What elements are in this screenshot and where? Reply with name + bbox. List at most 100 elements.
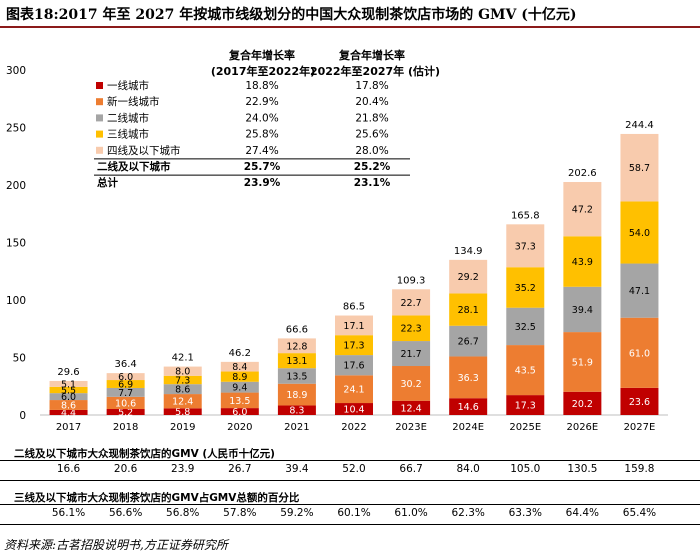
segment-data-label: 6.9 xyxy=(118,380,133,391)
table-cell: 159.8 xyxy=(624,463,655,475)
bar-segment-5 xyxy=(49,380,88,387)
segment-data-label: 13.1 xyxy=(286,356,307,367)
segment-data-label: 28.1 xyxy=(458,305,479,316)
segment-data-label: 37.3 xyxy=(515,241,536,252)
segment-data-label: 8.4 xyxy=(232,362,247,373)
segment-data-label: 51.9 xyxy=(572,357,593,368)
legend-label: 四线及以下城市 xyxy=(107,144,181,157)
bar-segment-3 xyxy=(106,387,145,397)
table-cell: 16.6 xyxy=(56,463,81,475)
segment-data-label: 22.3 xyxy=(401,324,422,335)
total-data-label: 46.2 xyxy=(229,348,251,359)
cagr-2022-2027-value: 17.8% xyxy=(355,80,388,92)
segment-data-label: 23.6 xyxy=(629,397,650,408)
y-tick-label: 150 xyxy=(6,238,26,250)
cagr-2022-2027-value: 23.1% xyxy=(354,177,391,189)
bar-segment-5 xyxy=(392,289,431,316)
total-data-label: 29.6 xyxy=(57,367,79,378)
title-divider xyxy=(0,26,700,28)
segment-data-label: 10.6 xyxy=(115,398,136,409)
segment-data-label: 39.4 xyxy=(572,305,593,316)
bar-segment-4 xyxy=(106,380,145,388)
table-cell: 20.6 xyxy=(113,463,138,475)
segment-data-label: 58.7 xyxy=(629,163,650,174)
bar-segment-1 xyxy=(220,408,259,415)
segment-data-label: 6.0 xyxy=(232,407,247,418)
legend-swatch xyxy=(96,146,103,154)
segment-data-label: 43.9 xyxy=(572,257,593,268)
bar-segment-1 xyxy=(106,409,145,415)
cagr-header-1-line2: (2017年至2022年) xyxy=(210,65,316,78)
segment-data-label: 30.2 xyxy=(401,379,422,390)
bar-segment-2 xyxy=(106,396,145,410)
table-cell: 57.8% xyxy=(223,507,257,519)
x-tick-label: 2019 xyxy=(170,422,195,433)
segment-data-label: 12.4 xyxy=(172,397,193,408)
gmv-table-divider-bottom xyxy=(0,480,700,481)
share-table-title: 三线及以下城市大众现制茶饮店的GMV占GMV总额的百分比 xyxy=(14,492,300,504)
table-cell: 56.6% xyxy=(108,507,143,519)
bar-segment-5 xyxy=(163,366,202,376)
bar-segment-2 xyxy=(335,375,373,404)
segment-data-label: 6.0 xyxy=(118,372,133,383)
bar-segment-3 xyxy=(220,381,259,393)
table-cell: 64.4% xyxy=(565,507,600,519)
table-cell: 61.0% xyxy=(394,507,428,519)
x-tick-label: 2022 xyxy=(341,422,366,433)
bar-segment-3 xyxy=(277,368,316,384)
bar-segment-2 xyxy=(506,345,545,396)
table-cell: 130.5 xyxy=(567,463,598,475)
segment-data-label: 22.7 xyxy=(401,298,422,309)
bar-segment-1 xyxy=(449,398,488,415)
segment-data-label: 43.5 xyxy=(515,366,536,377)
bar-segment-1 xyxy=(277,405,316,415)
table-cell: 39.4 xyxy=(285,463,309,475)
cagr-2022-2027-value: 25.2% xyxy=(354,161,391,173)
legend-label: 二线及以下城市 xyxy=(97,160,171,173)
legend-label: 二线城市 xyxy=(107,111,149,124)
bar-segment-3 xyxy=(506,307,545,346)
cagr-2017-2022-value: 24.0% xyxy=(245,112,278,124)
bar-segment-1 xyxy=(620,387,659,415)
bar-segment-5 xyxy=(335,315,373,336)
segment-data-label: 17.3 xyxy=(515,401,536,412)
x-tick-label: 2026E xyxy=(566,422,598,433)
cagr-2017-2022-value: 27.4% xyxy=(245,145,278,157)
table-cell: 26.7 xyxy=(228,463,252,475)
gmv-table-row: 16.6 20.6 23.9 26.7 39.4 52.0 66.7 84.0 105.0 130… xyxy=(0,463,700,477)
segment-data-label: 14.6 xyxy=(458,402,479,413)
source-note: 资料来源:古茗招股说明书,方正证券研究所 xyxy=(4,538,228,552)
bar-segment-5 xyxy=(563,182,602,237)
segment-data-label: 17.6 xyxy=(343,361,364,372)
cagr-2022-2027-value: 21.8% xyxy=(355,112,388,124)
segment-data-label: 4.4 xyxy=(61,408,76,419)
segment-data-label: 61.0 xyxy=(629,348,650,359)
bar-segment-4 xyxy=(392,315,431,342)
segment-data-label: 29.2 xyxy=(458,272,479,283)
bar-segment-5 xyxy=(620,133,659,202)
segment-data-label: 8.6 xyxy=(61,400,76,411)
segment-data-label: 12.8 xyxy=(286,341,307,352)
bar-segment-2 xyxy=(449,356,488,399)
x-tick-label: 2024E xyxy=(452,422,484,433)
share-table-divider-bottom xyxy=(0,524,700,525)
legend-label: 总计 xyxy=(97,176,118,189)
x-tick-label: 2021 xyxy=(284,422,309,433)
table-cell: 59.2% xyxy=(280,507,314,519)
bar-segment-4 xyxy=(620,201,659,264)
cagr-2022-2027-value: 20.4% xyxy=(355,96,388,108)
total-data-label: 86.5 xyxy=(343,302,365,313)
bar-segment-2 xyxy=(620,317,659,388)
gmv-table-title: 二线及以下城市大众现制茶饮店的GMV (人民币十亿元) xyxy=(14,448,275,460)
bar-segment-4 xyxy=(506,267,545,308)
segment-data-label: 24.1 xyxy=(343,385,364,396)
x-tick-label: 2025E xyxy=(509,422,541,433)
x-tick-label: 2027E xyxy=(624,422,656,433)
cagr-2017-2022-value: 25.8% xyxy=(245,129,278,141)
cagr-2017-2022-value: 23.9% xyxy=(244,177,281,189)
bar-segment-5 xyxy=(449,259,488,294)
bar-segment-1 xyxy=(163,408,202,415)
legend-label: 一线城市 xyxy=(107,79,149,92)
stacked-bar-chart: 0501001502002503004.48.66.05.55.129.6201… xyxy=(6,65,668,433)
segment-data-label: 5.2 xyxy=(118,408,133,419)
